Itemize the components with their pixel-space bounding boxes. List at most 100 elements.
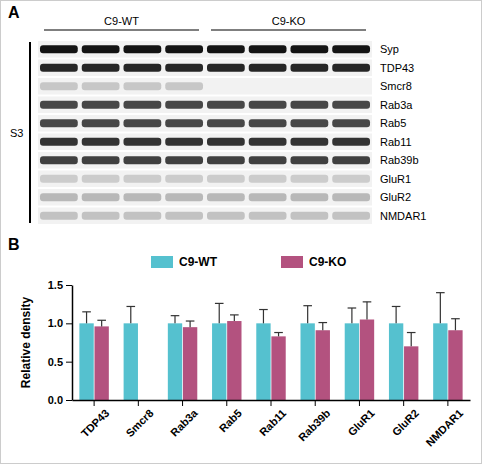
bar bbox=[79, 323, 93, 400]
blot-band bbox=[291, 193, 329, 201]
blot-band bbox=[249, 156, 287, 164]
x-tick-label: GluR2 bbox=[390, 407, 421, 438]
blot-band bbox=[249, 119, 287, 127]
error-stem bbox=[307, 306, 308, 324]
blot-band bbox=[40, 82, 78, 90]
x-tick-mark bbox=[359, 400, 360, 406]
group-label: C9-WT bbox=[104, 15, 139, 27]
figure-frame bbox=[1, 1, 482, 464]
blot-band bbox=[249, 138, 287, 146]
error-bar bbox=[186, 321, 195, 327]
blot-strip bbox=[38, 41, 372, 58]
error-stem bbox=[174, 316, 175, 324]
blot-strip bbox=[38, 97, 372, 114]
blot-strip bbox=[38, 171, 372, 188]
blot-band bbox=[332, 193, 370, 201]
blot-band bbox=[332, 212, 370, 220]
error-bar bbox=[215, 303, 224, 323]
legend-label: C9-WT bbox=[179, 255, 218, 269]
bar bbox=[256, 323, 270, 400]
blot-band bbox=[82, 193, 120, 201]
blot-band bbox=[40, 212, 78, 220]
error-stem bbox=[190, 321, 191, 327]
error-bar bbox=[363, 302, 372, 320]
error-bar bbox=[126, 306, 135, 323]
error-cap bbox=[259, 309, 268, 310]
blot-band bbox=[291, 138, 329, 146]
x-axis: TDP43 Smcr8 Rab3a Rab5 Rab11 Rab39b GluR1 GluR2… bbox=[73, 400, 471, 449]
blot-band bbox=[40, 101, 78, 109]
blot-band bbox=[207, 119, 245, 127]
blot-band bbox=[291, 175, 329, 183]
blot-band bbox=[82, 212, 120, 220]
blot-band bbox=[124, 119, 162, 127]
x-tick-label: Rab11 bbox=[257, 407, 288, 438]
blot-band bbox=[207, 138, 245, 146]
error-cap bbox=[303, 305, 312, 306]
error-bar bbox=[82, 312, 91, 324]
blot-band bbox=[291, 45, 329, 53]
blot-band bbox=[82, 82, 120, 90]
x-tick: TDP43 bbox=[79, 400, 112, 440]
error-stem bbox=[130, 306, 131, 323]
error-bar bbox=[318, 323, 327, 331]
bar bbox=[448, 330, 462, 400]
x-tick: NMDAR1 bbox=[423, 400, 465, 449]
blot-band bbox=[249, 45, 287, 53]
error-cap bbox=[82, 311, 91, 312]
panel-letter: B bbox=[8, 236, 20, 253]
bar bbox=[183, 327, 197, 400]
y-tick-label: 1.0 bbox=[48, 317, 63, 329]
x-tick-label: Rab5 bbox=[217, 407, 245, 435]
y-tick-label: 1.5 bbox=[48, 279, 63, 291]
blot-band bbox=[165, 82, 203, 90]
blot-band bbox=[291, 212, 329, 220]
x-tick-label: Smcr8 bbox=[123, 407, 155, 439]
bar bbox=[271, 336, 285, 400]
group-line bbox=[44, 29, 199, 30]
blot-band bbox=[40, 45, 78, 53]
blot-band bbox=[82, 156, 120, 164]
x-tick-label: GluR1 bbox=[345, 407, 376, 438]
protein-label: Rab5 bbox=[380, 117, 406, 129]
y-tick-mark bbox=[66, 362, 72, 363]
x-tick-mark bbox=[403, 400, 404, 406]
blot-band bbox=[291, 64, 329, 72]
panel-letter: A bbox=[8, 4, 20, 21]
blot-band bbox=[40, 119, 78, 127]
blot-band bbox=[332, 138, 370, 146]
error-stem bbox=[234, 315, 235, 321]
y-tick: 0.0 bbox=[48, 394, 72, 406]
error-cap bbox=[407, 332, 416, 333]
group-line bbox=[211, 29, 366, 30]
x-tick: Rab39b bbox=[296, 400, 333, 443]
blot-band bbox=[249, 193, 287, 201]
blot-band bbox=[249, 212, 287, 220]
error-bar bbox=[303, 306, 312, 324]
y-tick-label: 0.5 bbox=[48, 356, 63, 368]
x-tick-label: NMDAR1 bbox=[423, 407, 465, 449]
blot-band bbox=[207, 156, 245, 164]
error-cap bbox=[363, 301, 372, 302]
x-tick-mark bbox=[94, 400, 95, 406]
x-tick-mark bbox=[315, 400, 316, 406]
bar bbox=[94, 326, 108, 400]
bar bbox=[389, 323, 403, 400]
x-tick: Rab11 bbox=[257, 400, 288, 438]
error-cap bbox=[318, 322, 327, 323]
error-cap bbox=[392, 306, 401, 307]
error-cap bbox=[215, 303, 224, 304]
error-cap bbox=[451, 318, 460, 319]
x-tick-mark bbox=[182, 400, 183, 406]
x-tick-label: Rab3a bbox=[168, 406, 200, 438]
blot-band bbox=[40, 138, 78, 146]
y-tick-mark bbox=[66, 285, 72, 286]
y-tick-mark bbox=[66, 323, 72, 324]
bar bbox=[345, 323, 359, 400]
blot-band bbox=[332, 45, 370, 53]
blot-band bbox=[332, 175, 370, 183]
bar bbox=[360, 320, 374, 401]
protein-label: NMDAR1 bbox=[380, 210, 426, 222]
x-tick: GluR2 bbox=[390, 400, 421, 438]
error-cap bbox=[348, 307, 357, 308]
